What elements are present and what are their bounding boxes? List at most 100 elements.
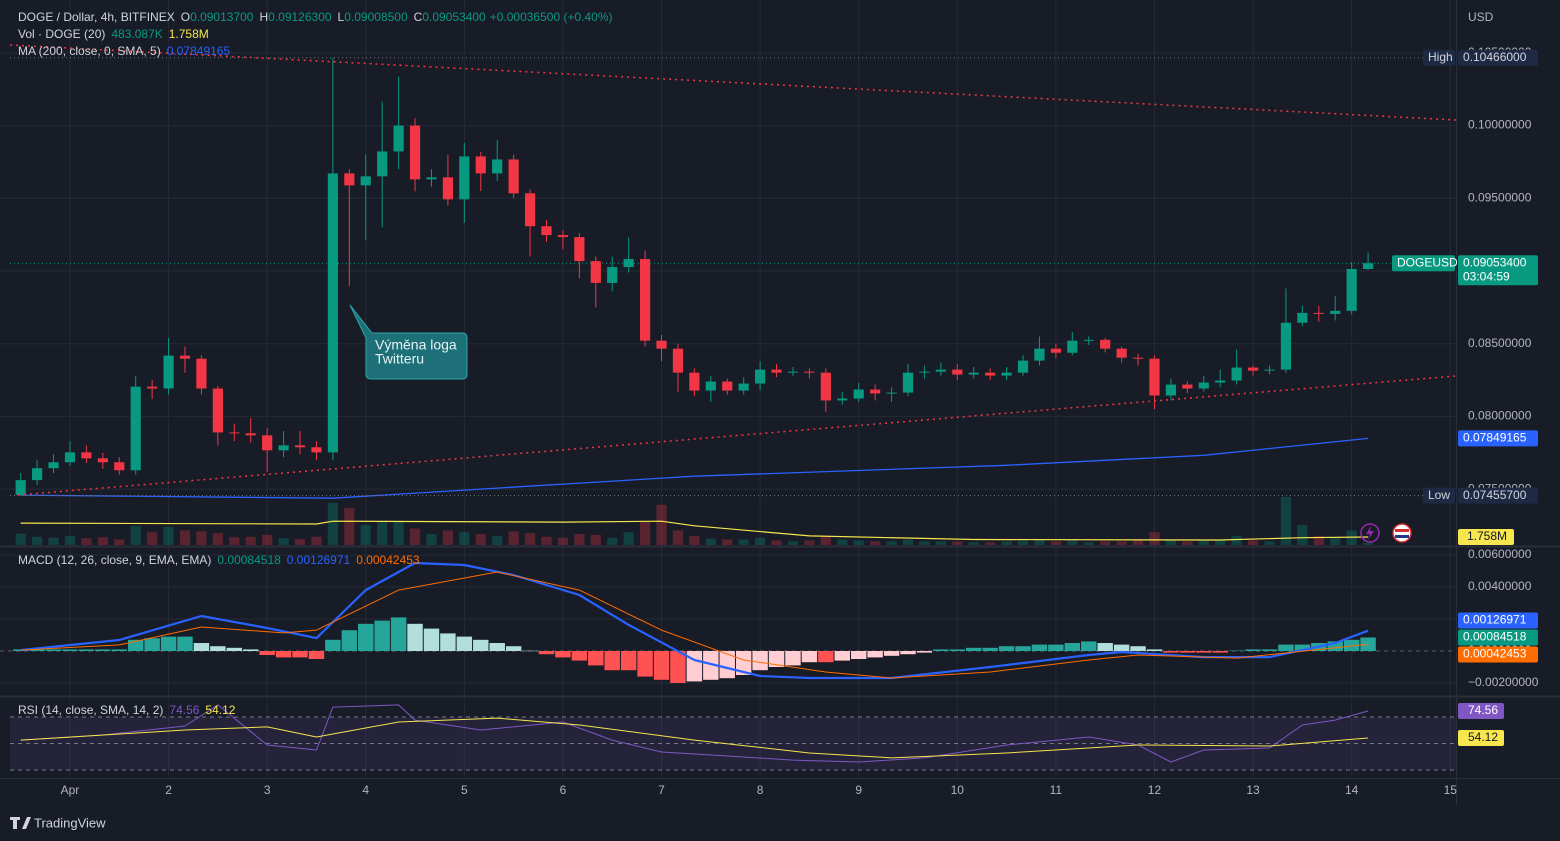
legend-title: Vol · DOGE (20) xyxy=(18,27,105,41)
volume-bar xyxy=(607,537,618,545)
volume-bar xyxy=(968,542,979,545)
y-tick-label: 0.09500000 xyxy=(1468,190,1532,204)
volume-bar xyxy=(426,534,437,545)
candle-body xyxy=(804,371,815,373)
high-value-text: 0.10466000 xyxy=(1463,50,1527,64)
macd-histogram-bar xyxy=(1245,649,1261,652)
macd-histogram-bar xyxy=(440,633,456,652)
candle-body xyxy=(81,452,92,459)
candle-body xyxy=(1362,263,1374,270)
x-tick-label: 9 xyxy=(855,783,862,797)
macd-histogram-bar xyxy=(275,651,292,658)
macd-histogram-bar xyxy=(1343,639,1360,652)
volume-bar xyxy=(262,534,273,545)
macd-histogram-bar xyxy=(12,649,29,652)
legend-value: 0.00084518 xyxy=(217,553,281,567)
volume-bar xyxy=(952,541,963,545)
candle-body xyxy=(48,462,59,469)
y-tick-label: 0.10000000 xyxy=(1468,118,1532,132)
macd-histogram-bar xyxy=(966,647,982,652)
x-tick-label: 14 xyxy=(1345,783,1359,797)
macd-histogram-bar xyxy=(1228,650,1245,652)
event-icon[interactable] xyxy=(1392,523,1412,543)
candle-body xyxy=(1165,384,1177,396)
volume-bar xyxy=(738,539,749,545)
volume-bar xyxy=(508,531,519,545)
volume-bar xyxy=(163,526,174,545)
volume-bar xyxy=(837,539,848,545)
volume-bar xyxy=(1215,540,1226,545)
volume-bar xyxy=(64,535,76,545)
macd-histogram-bar xyxy=(456,636,473,652)
x-tick-label: 7 xyxy=(658,783,665,797)
candle-body xyxy=(130,386,141,471)
candle-body xyxy=(672,348,684,373)
volume-bar xyxy=(1149,532,1160,545)
candle-body xyxy=(1100,339,1111,349)
candle-body xyxy=(163,355,174,389)
candle-body xyxy=(1280,322,1292,370)
candle-body xyxy=(919,371,930,373)
volume-bar xyxy=(639,521,651,545)
macd-histogram-bar xyxy=(637,651,653,677)
legend-title: MA (200, close, 0, SMA, 5) xyxy=(18,44,161,58)
legend-title: DOGE / Dollar, 4h, BITFINEX xyxy=(18,10,175,24)
macd-histogram-bar xyxy=(703,651,719,680)
candle-body xyxy=(147,386,158,389)
legend-key: H xyxy=(259,10,268,24)
candle-body xyxy=(409,125,421,180)
macd-histogram-bar xyxy=(686,651,703,682)
volume-bar xyxy=(1050,541,1061,545)
volume-bar xyxy=(1330,537,1341,545)
candle-body xyxy=(196,358,207,389)
legend-value: 0.09008500 xyxy=(344,10,408,24)
x-tick-label: 2 xyxy=(165,783,172,797)
volume-bar xyxy=(755,537,766,545)
macd-histogram-bar xyxy=(998,646,1015,652)
legend-value: 483.087K xyxy=(111,27,162,41)
y-tick-label: 0.00600000 xyxy=(1468,547,1532,561)
last-name-box xyxy=(1392,255,1455,272)
macd-value-box xyxy=(1458,646,1538,663)
x-tick-label: 5 xyxy=(461,783,468,797)
candle-body xyxy=(985,372,996,376)
y-tick-label: 0.08000000 xyxy=(1468,409,1532,423)
macd-histogram-bar xyxy=(1212,651,1228,653)
macd-histogram-bar xyxy=(555,651,571,658)
rsi-value-text: 54.12 xyxy=(1468,730,1498,744)
volume-bar xyxy=(689,535,700,545)
marks xyxy=(10,57,1456,771)
volume-bar xyxy=(1247,540,1259,545)
volume-bar xyxy=(344,507,355,545)
volume-bar xyxy=(311,536,322,545)
macd-histogram-bar xyxy=(785,651,801,666)
macd-histogram-bar xyxy=(1163,651,1179,653)
volume-bar xyxy=(557,537,569,545)
rsi-value-box xyxy=(1458,702,1504,719)
candle-body xyxy=(557,235,569,238)
candle-body xyxy=(820,372,831,401)
macd-histogram-bar xyxy=(489,643,505,652)
alert-icon[interactable] xyxy=(1360,523,1380,543)
candle-body xyxy=(689,372,700,391)
labels: Apr234567891011121314150.075000000.08000… xyxy=(18,10,1539,797)
candle-body xyxy=(1231,367,1242,381)
candle-body xyxy=(935,369,946,372)
volume-bar xyxy=(1083,542,1094,545)
volume-bar xyxy=(294,539,306,545)
volume-bar xyxy=(1280,497,1292,545)
candle-body xyxy=(245,433,256,436)
high-value-box xyxy=(1458,49,1538,66)
ma-value-text: 0.07849165 xyxy=(1463,431,1527,445)
rsi-value-box xyxy=(1458,730,1504,747)
currency: USD xyxy=(1468,10,1494,24)
macd-value-text: 0.00084518 xyxy=(1463,630,1527,644)
volume-bar xyxy=(97,537,108,545)
macd-histogram-bar xyxy=(818,651,834,663)
macd-histogram-bar xyxy=(571,651,588,661)
candle-body xyxy=(607,267,618,283)
annotation-line: Výměna loga xyxy=(375,337,457,353)
legend-value: 0.09053400 xyxy=(422,10,486,24)
x-tick-label: Apr xyxy=(61,783,80,797)
x-tick-label: 13 xyxy=(1246,783,1260,797)
